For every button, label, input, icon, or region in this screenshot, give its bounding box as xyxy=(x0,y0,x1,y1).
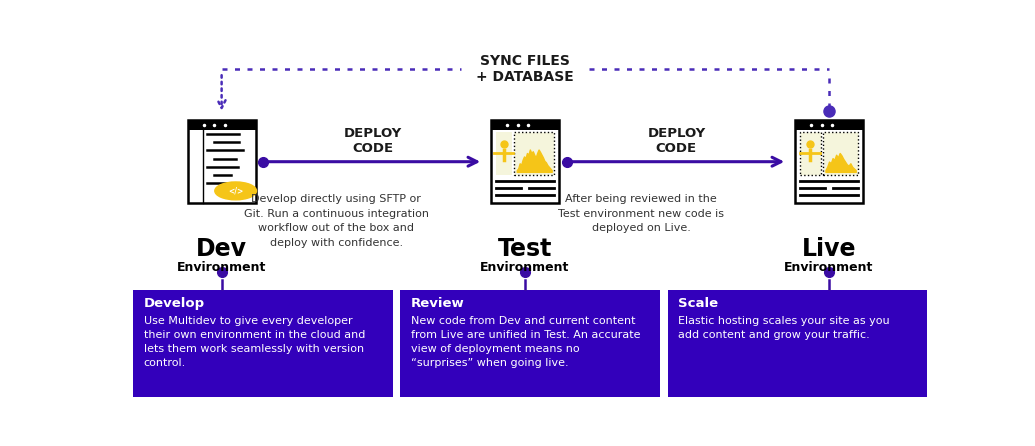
Text: Test: Test xyxy=(498,237,552,261)
Text: Dev: Dev xyxy=(196,237,247,261)
Text: Develop directly using SFTP or
Git. Run a continuous integration
workflow out of: Develop directly using SFTP or Git. Run … xyxy=(244,194,428,248)
Text: Environment: Environment xyxy=(785,261,874,274)
FancyBboxPatch shape xyxy=(134,290,393,397)
FancyBboxPatch shape xyxy=(823,132,858,175)
FancyBboxPatch shape xyxy=(491,120,559,203)
Text: Develop: Develop xyxy=(144,297,205,310)
Text: New code from Dev and current content
from Live are unified in Test. An accurate: New code from Dev and current content fr… xyxy=(411,316,641,368)
FancyBboxPatch shape xyxy=(668,290,927,397)
FancyBboxPatch shape xyxy=(514,132,554,175)
FancyBboxPatch shape xyxy=(187,120,256,203)
Text: Environment: Environment xyxy=(480,261,569,274)
Text: Live: Live xyxy=(801,237,856,261)
Text: Use Multidev to give every developer
their own environment in the cloud and
lets: Use Multidev to give every developer the… xyxy=(144,316,365,368)
Text: SYNC FILES
+ DATABASE: SYNC FILES + DATABASE xyxy=(476,54,573,84)
FancyBboxPatch shape xyxy=(401,290,660,397)
Text: DEPLOY
CODE: DEPLOY CODE xyxy=(647,127,706,155)
FancyBboxPatch shape xyxy=(491,120,559,130)
FancyBboxPatch shape xyxy=(800,132,821,175)
Text: Review: Review xyxy=(411,297,465,310)
Text: After being reviewed in the
Test environment new code is
deployed on Live.: After being reviewed in the Test environ… xyxy=(558,194,724,233)
Text: DEPLOY
CODE: DEPLOY CODE xyxy=(344,127,403,155)
Circle shape xyxy=(215,182,257,200)
Text: Environment: Environment xyxy=(177,261,266,274)
FancyBboxPatch shape xyxy=(187,120,256,130)
Text: Scale: Scale xyxy=(678,297,718,310)
FancyBboxPatch shape xyxy=(496,132,512,175)
FancyBboxPatch shape xyxy=(795,120,863,203)
Text: Elastic hosting scales your site as you
add content and grow your traffic.: Elastic hosting scales your site as you … xyxy=(678,316,890,340)
Text: </>: </> xyxy=(228,186,243,195)
FancyBboxPatch shape xyxy=(795,120,863,130)
